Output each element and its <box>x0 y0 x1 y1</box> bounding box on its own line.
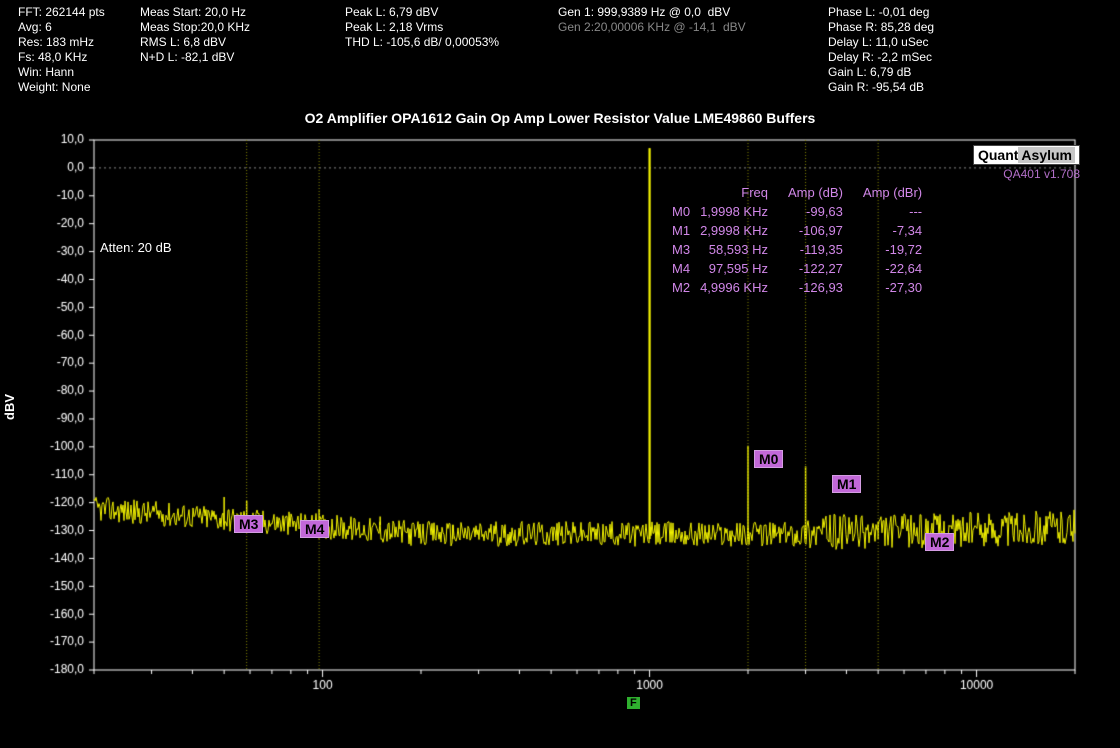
y-axis-label: dBV <box>2 394 17 420</box>
info-line: Win: Hann <box>18 65 105 80</box>
info-line: Phase R: 85,28 deg <box>828 20 934 35</box>
info-line: Avg: 6 <box>18 20 105 35</box>
info-line: RMS L: 6,8 dBV <box>140 35 250 50</box>
info-line: THD L: -105,6 dB/ 0,00053% <box>345 35 499 50</box>
marker-table: FreqAmp (dB)Amp (dBr)M01,9998 KHz-99,63-… <box>670 183 942 299</box>
chart-title: O2 Amplifier OPA1612 Gain Op Amp Lower R… <box>0 110 1120 126</box>
marker-label-m0: M0 <box>754 450 783 468</box>
info-line: Meas Start: 20,0 Hz <box>140 5 250 20</box>
info-line: Phase L: -0,01 deg <box>828 5 934 20</box>
info-line: N+D L: -82,1 dBV <box>140 50 250 65</box>
info-line: Gain L: 6,79 dB <box>828 65 934 80</box>
info-line: Delay L: 11,0 uSec <box>828 35 934 50</box>
fundamental-marker: F <box>627 697 640 709</box>
info-line: Weight: None <box>18 80 105 95</box>
marker-label-m1: M1 <box>832 475 861 493</box>
marker-label-m3: M3 <box>234 515 263 533</box>
info-line: Res: 183 mHz <box>18 35 105 50</box>
marker-label-m2: M2 <box>925 533 954 551</box>
quantasylum-logo: QuantAsylum <box>973 145 1080 165</box>
info-line: Gain R: -95,54 dB <box>828 80 934 95</box>
info-line: Delay R: -2,2 mSec <box>828 50 934 65</box>
info-line: Meas Stop:20,0 KHz <box>140 20 250 35</box>
attenuation-label: Atten: 20 dB <box>100 240 172 255</box>
info-line: Gen 1: 999,9389 Hz @ 0,0 dBV <box>558 5 746 20</box>
info-line: Peak L: 2,18 Vrms <box>345 20 499 35</box>
info-line: Peak L: 6,79 dBV <box>345 5 499 20</box>
marker-label-m4: M4 <box>300 520 329 538</box>
info-line: Fs: 48,0 KHz <box>18 50 105 65</box>
info-line: FFT: 262144 pts <box>18 5 105 20</box>
info-line: Gen 2:20,00006 KHz @ -14,1 dBV <box>558 20 746 35</box>
version-label: QA401 v1.708 <box>1003 167 1080 181</box>
